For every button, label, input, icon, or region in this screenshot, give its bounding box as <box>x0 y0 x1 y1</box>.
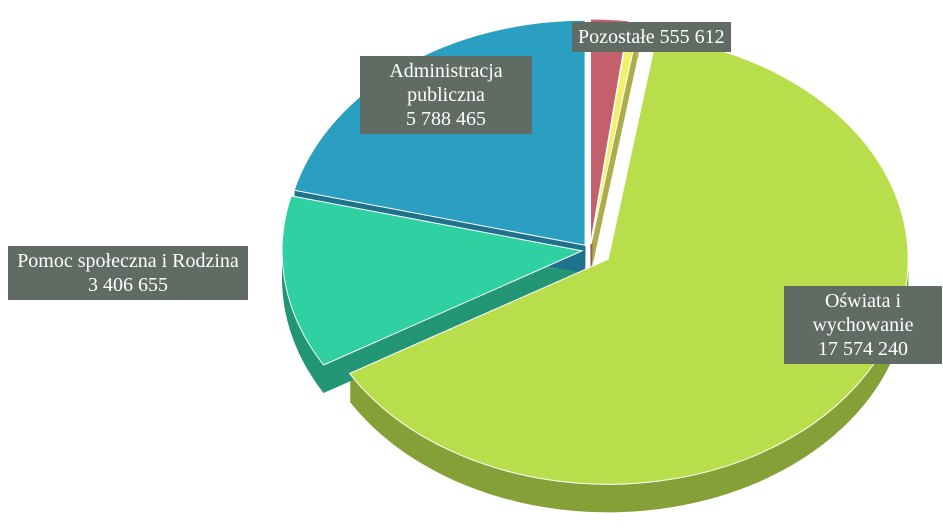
slice-side <box>591 46 640 271</box>
label-box: Pomoc społeczna i Rodzina 3 406 655 <box>8 246 248 300</box>
slice <box>590 18 630 245</box>
label-box: Administracja publiczna 5 788 465 <box>360 56 532 134</box>
value-label: 555 612 <box>659 26 725 48</box>
slice-side <box>591 30 640 255</box>
value-label: 17 574 240 <box>818 338 908 360</box>
slice-side <box>591 28 640 253</box>
slice-label: Oświata i wychowanie <box>812 290 914 336</box>
value-label: 3 406 655 <box>88 274 168 296</box>
value-label: 5 788 465 <box>406 108 486 130</box>
slice <box>281 195 584 366</box>
slice-side <box>591 26 640 251</box>
slice-side <box>591 36 640 261</box>
slice-side <box>591 44 640 269</box>
slice <box>348 36 909 485</box>
slice-side <box>591 34 640 259</box>
label-box: Pozostałe 555 612 <box>572 22 731 52</box>
slice-side <box>591 24 640 249</box>
slice-side <box>591 38 640 263</box>
slice-label: Pozostałe <box>578 26 655 48</box>
label-box: Oświata i wychowanie 17 574 240 <box>784 286 942 364</box>
slice <box>590 20 640 245</box>
slice-label: Administracja publiczna <box>389 60 503 106</box>
slice-side <box>591 48 640 273</box>
slice-side <box>591 32 640 257</box>
slice-label: Pomoc społeczna i Rodzina <box>17 250 239 272</box>
slice-side <box>591 42 640 267</box>
slice-side <box>591 40 640 265</box>
